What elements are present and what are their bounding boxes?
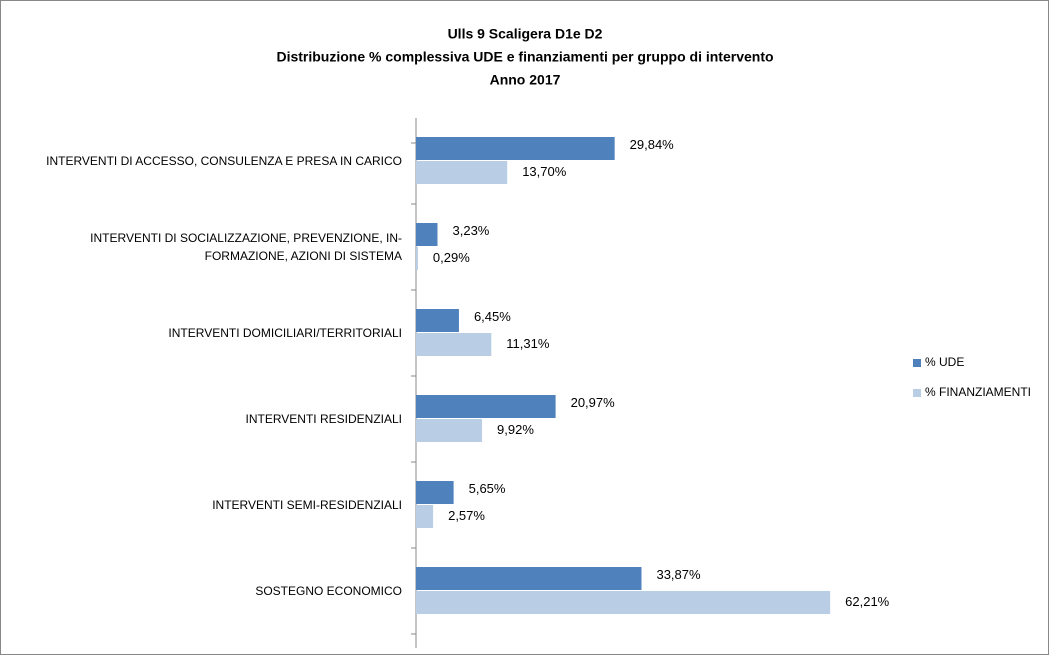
bar	[416, 309, 459, 332]
bar	[416, 161, 508, 184]
legend-label: % FINANZIAMENTI	[925, 385, 1031, 399]
bar	[416, 137, 615, 160]
bar	[416, 247, 418, 270]
value-label: 2,57%	[448, 508, 485, 523]
value-label: 20,97%	[571, 395, 616, 410]
value-label: 33,87%	[656, 567, 701, 582]
value-label: 11,31%	[506, 336, 550, 351]
bar	[416, 223, 438, 246]
category-label: INTERVENTI DI ACCESSO, CONSULENZA E PRES…	[46, 154, 402, 168]
category-label: INTERVENTI DI SOCIALIZZAZIONE, PREVENZIO…	[90, 231, 402, 263]
legend-swatch	[913, 389, 921, 397]
value-label: 6,45%	[474, 309, 511, 324]
bar	[416, 505, 434, 528]
category-label: INTERVENTI RESIDENZIALI	[245, 412, 402, 426]
value-label: 9,92%	[497, 422, 534, 437]
bar	[416, 395, 556, 418]
legend-label: % UDE	[925, 355, 964, 369]
chart-title: Ulls 9 Scaligera D1e D2	[448, 26, 603, 42]
category-label: INTERVENTI SEMI-RESIDENZIALI	[212, 498, 402, 512]
chart-title: Anno 2017	[490, 72, 561, 88]
bar	[416, 567, 642, 590]
value-label: 3,23%	[453, 223, 490, 238]
bar	[416, 481, 454, 504]
bar	[416, 419, 483, 442]
value-label: 5,65%	[469, 481, 506, 496]
bar	[416, 333, 492, 356]
category-label: SOSTEGNO ECONOMICO	[255, 584, 402, 598]
category-label: INTERVENTI DOMICILIARI/TERRITORIALI	[168, 326, 402, 340]
legend-swatch	[913, 359, 921, 367]
value-label: 29,84%	[630, 137, 675, 152]
value-label: 13,70%	[522, 164, 567, 179]
value-label: 62,21%	[845, 594, 890, 609]
chart-title: Distribuzione % complessiva UDE e finanz…	[276, 49, 773, 65]
bar	[416, 591, 831, 614]
value-label: 0,29%	[433, 250, 470, 265]
